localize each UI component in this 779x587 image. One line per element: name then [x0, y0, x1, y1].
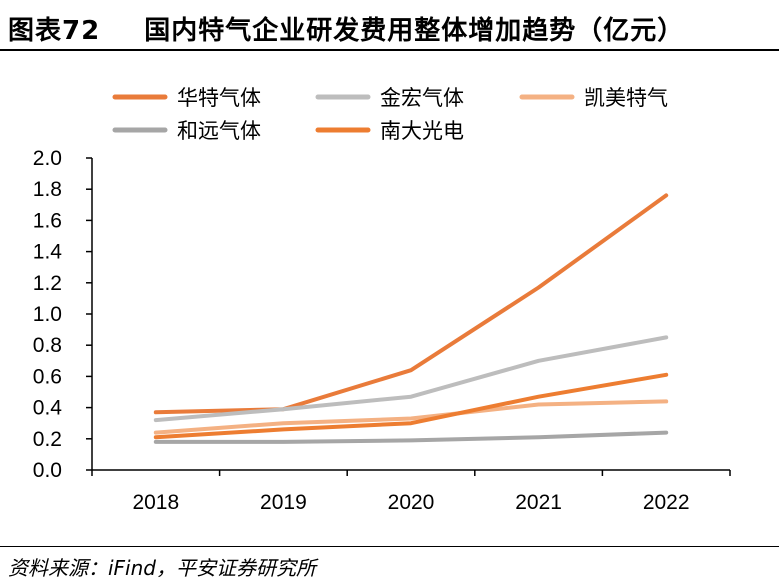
series-line — [153, 399, 669, 435]
figure-title: 图表72 国内特气企业研发费用整体增加趋势（亿元） — [8, 10, 684, 47]
figure-header: 图表72 国内特气企业研发费用整体增加趋势（亿元） — [0, 0, 779, 50]
y-tick-label: 0.0 — [33, 459, 62, 482]
y-tick-label: 1.2 — [33, 272, 62, 295]
x-tick-label: 2021 — [515, 491, 562, 514]
chart-axes: 0.0 0.2 0.4 0.6 0.8 1.0 1.2 1.4 1.6 1.8 2.0 2018 201… — [33, 147, 731, 514]
y-tick-label: 0.4 — [33, 397, 63, 420]
y-tick-label: 1.4 — [33, 241, 63, 264]
series-line — [153, 430, 669, 444]
legend-label: 凯美特气 — [584, 86, 668, 110]
chart-series — [153, 193, 669, 444]
legend-label: 金宏气体 — [380, 86, 464, 110]
legend-label: 和远气体 — [177, 119, 261, 143]
source-note: 资料来源：iFind，平安证券研究所 — [8, 556, 316, 580]
legend-label: 南大光电 — [380, 119, 464, 143]
x-tick-label: 2019 — [260, 491, 307, 514]
legend-item: 南大光电 — [315, 119, 464, 143]
legend-label: 华特气体 — [177, 86, 261, 110]
x-tick-label: 2018 — [132, 491, 179, 514]
y-tick-label: 0.2 — [33, 428, 62, 451]
y-tick-label: 1.0 — [33, 303, 62, 326]
y-tick-label: 1.8 — [33, 178, 62, 201]
legend-item: 凯美特气 — [519, 86, 668, 110]
figure-title-text: 国内特气企业研发费用整体增加趋势（亿元） — [144, 16, 685, 46]
x-tick-label: 2020 — [388, 491, 435, 514]
legend-item: 金宏气体 — [315, 86, 464, 110]
legend-item: 华特气体 — [112, 86, 261, 110]
footer-rule — [0, 546, 779, 547]
y-tick-label: 0.8 — [33, 334, 62, 357]
series-line — [153, 193, 669, 415]
series-line — [153, 335, 669, 423]
legend-item: 和远气体 — [112, 119, 261, 143]
figure-number: 图表72 — [8, 16, 101, 46]
y-tick-label: 1.6 — [33, 209, 62, 232]
x-tick-label: 2022 — [643, 491, 690, 514]
y-tick-label: 0.6 — [33, 365, 62, 388]
header-rule — [0, 49, 779, 51]
y-tick-label: 2.0 — [33, 147, 62, 170]
